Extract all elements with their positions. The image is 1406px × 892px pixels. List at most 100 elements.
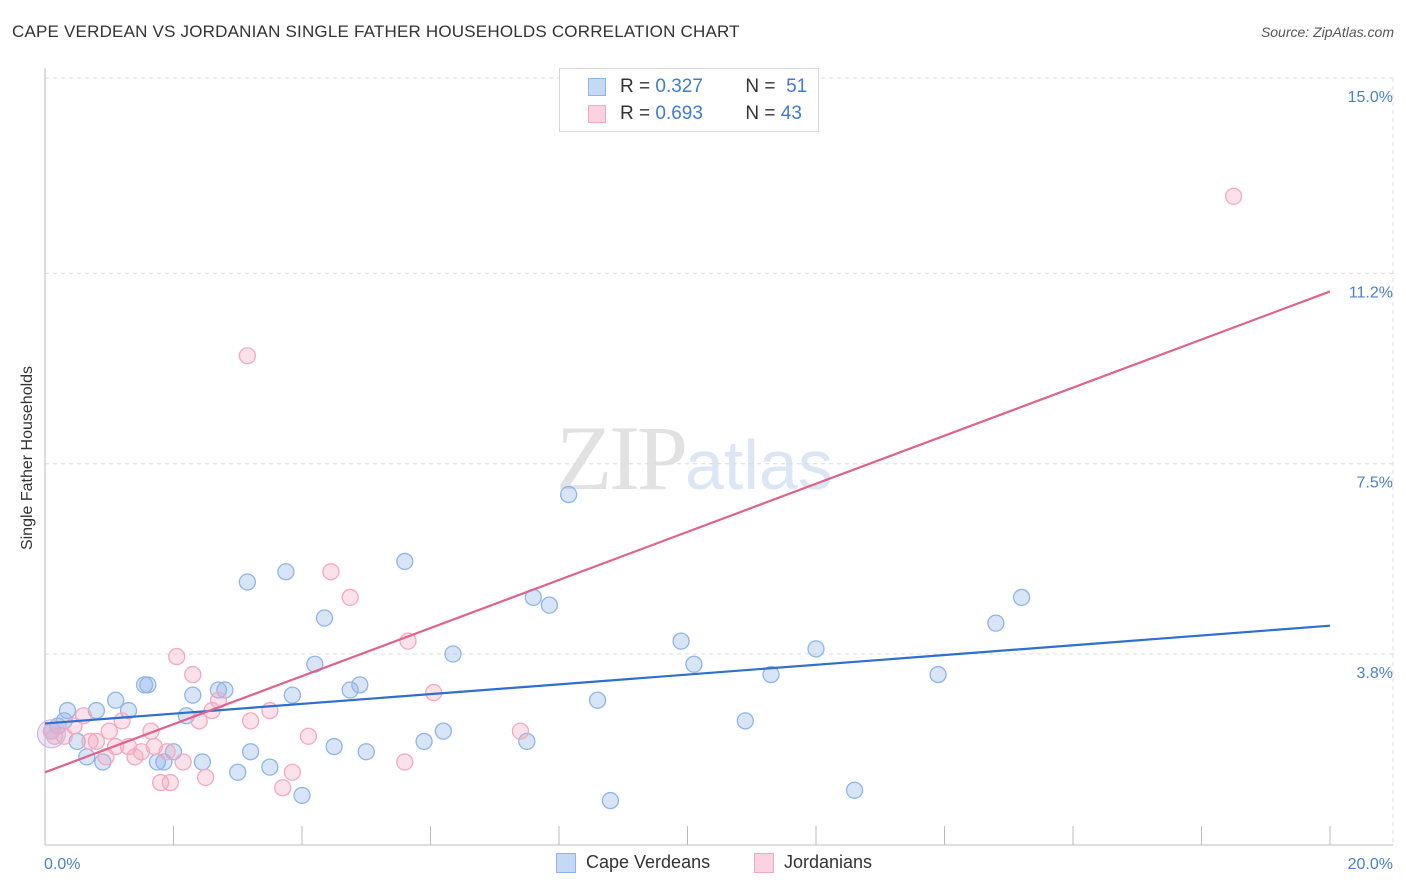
legend-row-jordanians: R = 0.693 N = 43 xyxy=(560,102,802,126)
legend-n-label: N = xyxy=(745,103,776,124)
jordanian-point xyxy=(113,712,131,730)
cape-verdean-point xyxy=(341,681,359,699)
cape-verdean-point xyxy=(396,552,414,571)
x-tick-label-max: 20.0% xyxy=(1348,856,1393,873)
cape-verdean-point xyxy=(229,763,247,781)
cape-verdean-point xyxy=(672,632,690,650)
cape-verdean-point xyxy=(193,753,212,771)
jordanian-point xyxy=(341,588,359,607)
jordanian-point xyxy=(87,732,106,751)
cape-verdean-point xyxy=(293,786,311,805)
legend-label-cape-verdeans: Cape Verdeans xyxy=(586,852,711,872)
grid-lines xyxy=(45,77,1395,845)
data-points xyxy=(36,187,1243,810)
cape-verdean-trend-line xyxy=(44,624,1331,725)
jordanian-point xyxy=(81,732,99,751)
cape-verdean-point xyxy=(277,563,295,581)
origin-cluster-point xyxy=(36,719,66,749)
cape-verdean-point xyxy=(601,791,620,810)
legend-swatch-cape-verdeans xyxy=(588,78,606,96)
cape-verdean-point xyxy=(762,665,780,684)
jordanian-point xyxy=(145,737,163,756)
cape-verdean-point xyxy=(434,722,453,740)
legend-swatch-jordanians xyxy=(754,852,774,873)
cape-verdean-point xyxy=(261,758,279,776)
watermark: ZIPatlas xyxy=(556,405,833,511)
cape-verdean-point xyxy=(518,732,536,751)
legend-r-label: R = xyxy=(620,103,651,124)
jordanian-point xyxy=(299,727,318,745)
jordanian-point xyxy=(174,753,192,771)
chart-title: CAPE VERDEAN VS JORDANIAN SINGLE FATHER … xyxy=(12,22,740,41)
legend-label-jordanians: Jordanians xyxy=(784,852,873,872)
cape-verdean-point xyxy=(184,686,202,704)
y-tick-label: 7.5% xyxy=(1357,475,1393,492)
jordanian-point xyxy=(396,753,414,771)
jordanian-point xyxy=(184,665,202,684)
jordanian-point xyxy=(1224,187,1243,205)
cape-verdean-point xyxy=(139,676,157,694)
cape-verdean-point xyxy=(845,781,864,799)
cape-verdean-point xyxy=(325,737,343,756)
jordanian-point xyxy=(45,727,64,745)
chart-source: Source: ZipAtlas.com xyxy=(1260,24,1394,40)
cape-verdean-point xyxy=(807,640,825,658)
jordanian-trend-line xyxy=(44,290,1331,774)
axes xyxy=(44,68,1393,846)
cape-verdean-point xyxy=(58,701,77,720)
x-tick-label-min: 0.0% xyxy=(44,856,80,873)
cape-verdean-point xyxy=(987,614,1005,632)
jordanian-point xyxy=(196,768,215,787)
legend-n-value: 51 xyxy=(786,76,808,97)
cape-verdean-point xyxy=(1012,588,1031,607)
cape-verdean-point xyxy=(107,691,125,709)
cape-verdean-point xyxy=(241,743,260,761)
legend-item-cape-verdeans[interactable]: Cape Verdeans xyxy=(556,852,710,873)
jordanian-point xyxy=(151,773,170,792)
cape-verdean-point xyxy=(283,686,302,704)
watermark-atlas: atlas xyxy=(685,426,833,504)
cape-verdean-point xyxy=(736,712,754,730)
cape-verdean-point xyxy=(216,681,234,699)
jordanian-point xyxy=(511,722,530,740)
jordanian-point xyxy=(100,722,118,740)
cape-verdean-point xyxy=(929,665,947,684)
cape-verdean-point xyxy=(559,485,578,504)
legend-item-jordanians[interactable]: Jordanians xyxy=(754,852,872,873)
cape-verdean-point xyxy=(357,743,375,761)
cape-verdean-point xyxy=(444,645,462,663)
jordanian-point xyxy=(161,773,179,792)
cape-verdean-point xyxy=(540,596,559,614)
cape-verdean-point xyxy=(588,691,607,709)
jordanian-point xyxy=(238,347,257,365)
cape-verdean-point xyxy=(94,753,112,771)
legend-r-value: 0.327 xyxy=(655,76,703,97)
stats-legend: R = 0.327 N = 51 R = 0.693 N = 43 xyxy=(559,68,819,132)
cape-verdean-point xyxy=(351,676,369,694)
jordanian-point xyxy=(168,647,186,666)
legend-r-value: 0.693 xyxy=(655,103,703,124)
legend-r-label: R = xyxy=(620,76,651,97)
jordanian-point xyxy=(274,779,292,797)
watermark-zip: ZIP xyxy=(556,407,688,509)
y-tick-label: 11.2% xyxy=(1349,284,1393,301)
cape-verdean-point xyxy=(238,573,257,591)
legend-row-cape-verdeans: R = 0.327 N = 51 xyxy=(560,75,807,99)
tick-labels: 3.8% 7.5% 11.2% 15.0% 0.0% 20.0% xyxy=(44,89,1393,873)
jordanian-point xyxy=(241,712,260,730)
legend-swatch-cape-verdeans xyxy=(556,852,576,873)
cape-verdean-point xyxy=(315,609,334,627)
cape-verdean-point xyxy=(119,701,138,720)
cape-verdean-point xyxy=(415,732,433,751)
trend-lines xyxy=(44,290,1331,774)
jordanian-point xyxy=(158,743,176,761)
y-tick-label: 3.8% xyxy=(1357,665,1393,682)
legend-n-value: 43 xyxy=(780,103,802,124)
jordanian-point xyxy=(322,563,340,581)
jordanian-point xyxy=(283,763,302,781)
jordanian-point xyxy=(132,743,151,761)
legend-swatch-jordanians xyxy=(588,105,606,123)
cape-verdean-point xyxy=(685,655,703,673)
y-tick-label: 15.0% xyxy=(1348,89,1393,106)
